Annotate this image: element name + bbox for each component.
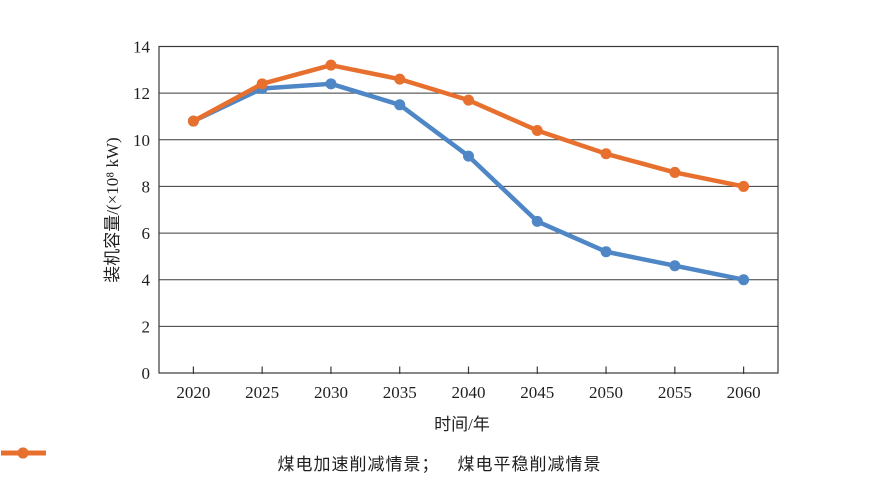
x-axis-ticks: 2020 2025 2030 2035 2040 2045 2050 2055 2060 (176, 366, 761, 402)
data-point (600, 246, 612, 258)
legend-line-marker-icon (1, 447, 46, 459)
x-tick-label: 2055 (658, 383, 692, 402)
y-tick-label: 12 (133, 84, 150, 103)
data-point (669, 260, 681, 272)
data-point (669, 166, 681, 178)
y-axis-tick-labels: 0 2 4 6 8 10 12 14 (133, 38, 151, 384)
data-point (738, 180, 750, 192)
data-point (738, 274, 750, 286)
y-tick-label: 6 (142, 224, 151, 243)
x-tick-label: 2030 (314, 383, 348, 402)
x-tick-label: 2045 (520, 383, 554, 402)
x-tick-label: 2050 (589, 383, 623, 402)
data-point (463, 94, 474, 106)
chart-legend: 煤电加速削减情景； 煤电平稳削减情景 (0, 446, 879, 478)
y-axis-title: 装机容量/(×10⁸ kW) (103, 137, 122, 282)
series-煤电加速削减情景 (187, 78, 750, 286)
legend-label-steady-scenario: 煤电平稳削减情景 (457, 454, 602, 474)
x-tick-label: 2060 (727, 383, 761, 402)
x-tick-label: 2040 (452, 383, 486, 402)
series-line (191, 81, 746, 282)
data-point (531, 215, 543, 227)
legend-item-steady-scenario: 煤电平稳削减情景 (1, 447, 602, 475)
y-tick-label: 4 (142, 271, 151, 290)
x-tick-label: 2035 (383, 383, 417, 402)
y-tick-label: 2 (142, 317, 151, 336)
data-point (531, 124, 543, 136)
legend-item-accelerated-scenario: 煤电加速削减情景； (1, 447, 440, 475)
y-tick-label: 0 (142, 364, 151, 383)
data-point (463, 150, 474, 162)
data-point (325, 78, 337, 90)
data-point (394, 99, 406, 111)
data-point (600, 148, 612, 160)
gridlines-group (159, 92, 778, 327)
y-tick-label: 14 (133, 38, 151, 57)
legend-label-accelerated-scenario: 煤电加速削减情景； (277, 454, 440, 474)
x-tick-label: 2025 (245, 383, 279, 402)
data-point (394, 73, 406, 85)
series-group (187, 59, 750, 286)
x-tick-label: 2020 (176, 383, 210, 402)
series-煤电平稳削减情景 (187, 59, 750, 192)
x-axis-title: 时间/年 (434, 415, 490, 434)
data-point (187, 115, 199, 127)
y-tick-label: 10 (133, 131, 150, 150)
data-point (325, 59, 337, 71)
series-line (191, 62, 746, 189)
data-point (256, 78, 268, 90)
y-tick-label: 8 (142, 177, 151, 196)
